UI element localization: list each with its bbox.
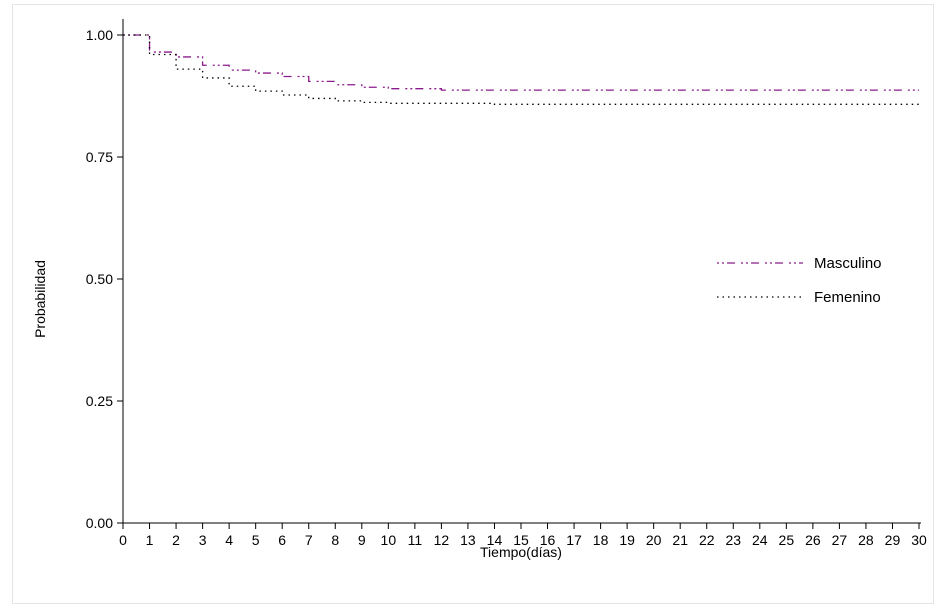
series-layer [123,34,919,105]
x-ticks: 0 1 2 3 4 5 6 7 8 9 10 11 12 13 14 15 16 17 18 19 20 21 22 23 24… [119,523,927,548]
x-tick-label: 15 [513,532,529,548]
x-tick-label: 14 [487,532,503,548]
y-axis-title: Probabilidad [32,260,48,338]
y-tick-label: 0.75 [86,149,113,165]
survival-chart: 0.000.250.500.751.00 0 1 2 3 4 5 6 7 8 9 10 11 12 13 1… [32,19,927,560]
x-tick-label: 0 [119,532,127,548]
y-tick-label: 0.00 [86,515,113,531]
x-tick-label: 25 [779,532,795,548]
x-tick-label: 22 [699,532,715,548]
series-line-masculino [123,34,919,91]
x-tick-label: 30 [911,532,927,548]
x-tick-label: 12 [434,532,450,548]
x-tick-label: 19 [619,532,635,548]
x-tick-label: 20 [646,532,662,548]
axes [121,19,921,524]
x-tick-label: 17 [566,532,582,548]
chart-frame: 0.00 0.25 0.50 0.75 1.00 0 1 2 3 4 5 6 7 8 9 10 11 12 13 1… [12,4,934,604]
y-tick-label: 0.25 [86,393,113,409]
legend: Masculino Femenino [717,255,882,306]
x-tick-label: 23 [725,532,741,548]
x-tick-label: 1 [146,532,154,548]
x-tick-label: 18 [593,532,609,548]
y-tick-label: 0.50 [86,271,113,287]
legend-label: Masculino [814,255,882,272]
x-tick-label: 21 [672,532,688,548]
x-axis-title: Tiempo(días) [480,544,562,560]
x-tick-label: 9 [358,532,366,548]
y-tick-label: 1.00 [86,27,113,43]
x-tick-label: 3 [199,532,207,548]
x-tick-label: 6 [278,532,286,548]
x-tick-label: 13 [460,532,476,548]
x-tick-label: 26 [805,532,821,548]
x-tick-label: 10 [381,532,397,548]
x-tick-label: 8 [331,532,339,548]
x-tick-label: 28 [858,532,874,548]
legend-label: Femenino [814,289,881,306]
x-tick-label: 7 [305,532,313,548]
x-tick-label: 27 [832,532,848,548]
x-tick-label: 4 [225,532,233,548]
x-tick-label: 5 [252,532,260,548]
x-tick-label: 24 [752,532,768,548]
x-tick-label: 29 [885,532,901,548]
y-ticks: 0.00 0.25 0.50 0.75 1.00 [86,27,123,531]
x-tick-label: 11 [408,532,423,548]
x-tick-label: 16 [540,532,556,548]
x-tick-label: 2 [172,532,180,548]
